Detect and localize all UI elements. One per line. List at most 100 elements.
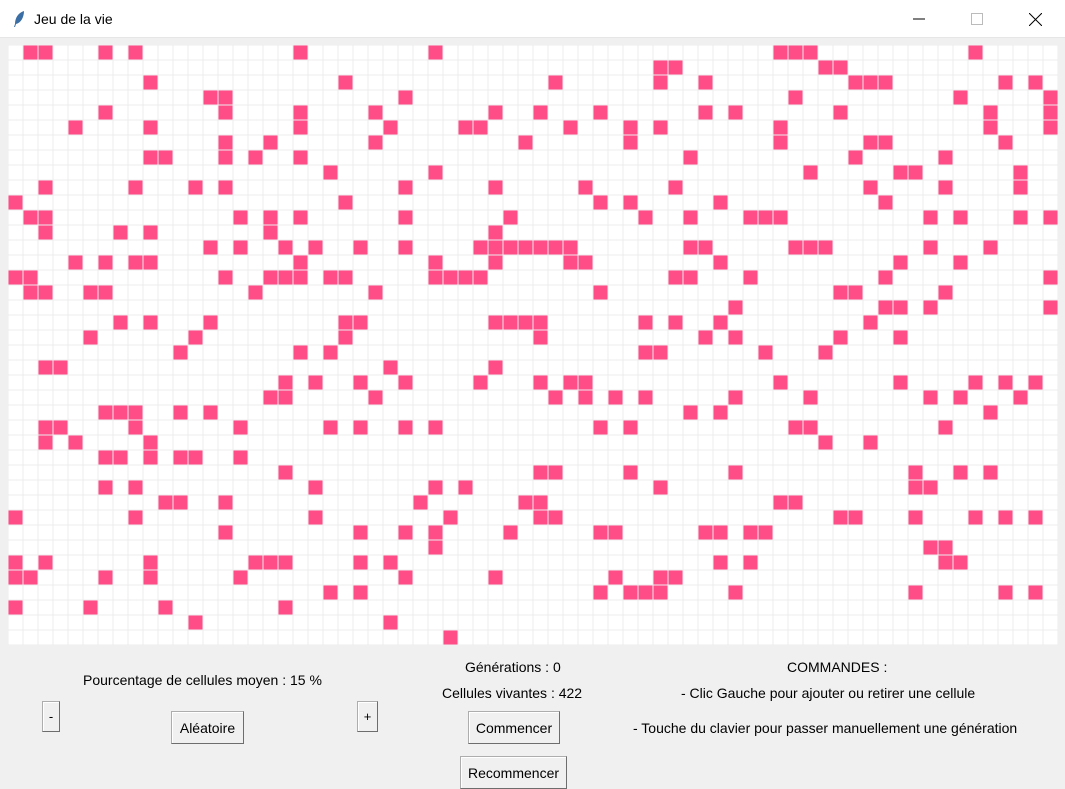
live-cell[interactable] bbox=[353, 240, 368, 255]
live-cell[interactable] bbox=[788, 90, 803, 105]
live-cell[interactable] bbox=[188, 180, 203, 195]
live-cell[interactable] bbox=[938, 540, 953, 555]
live-cell[interactable] bbox=[113, 225, 128, 240]
live-cell[interactable] bbox=[278, 240, 293, 255]
live-cell[interactable] bbox=[998, 375, 1013, 390]
live-cell[interactable] bbox=[833, 60, 848, 75]
live-cell[interactable] bbox=[728, 390, 743, 405]
live-cell[interactable] bbox=[863, 435, 878, 450]
live-cell[interactable] bbox=[728, 330, 743, 345]
live-cell[interactable] bbox=[653, 480, 668, 495]
live-cell[interactable] bbox=[143, 255, 158, 270]
live-cell[interactable] bbox=[863, 180, 878, 195]
live-cell[interactable] bbox=[143, 450, 158, 465]
live-cell[interactable] bbox=[818, 435, 833, 450]
live-cell[interactable] bbox=[593, 420, 608, 435]
live-cell[interactable] bbox=[98, 255, 113, 270]
live-cell[interactable] bbox=[143, 555, 158, 570]
live-cell[interactable] bbox=[218, 270, 233, 285]
live-cell[interactable] bbox=[953, 90, 968, 105]
live-cell[interactable] bbox=[218, 150, 233, 165]
live-cell[interactable] bbox=[113, 450, 128, 465]
live-cell[interactable] bbox=[173, 495, 188, 510]
live-cell[interactable] bbox=[758, 210, 773, 225]
live-cell[interactable] bbox=[383, 555, 398, 570]
live-cell[interactable] bbox=[68, 120, 83, 135]
live-cell[interactable] bbox=[593, 195, 608, 210]
live-cell[interactable] bbox=[443, 270, 458, 285]
live-cell[interactable] bbox=[983, 105, 998, 120]
live-cell[interactable] bbox=[518, 240, 533, 255]
live-cell[interactable] bbox=[128, 405, 143, 420]
live-cell[interactable] bbox=[908, 510, 923, 525]
live-cell[interactable] bbox=[623, 585, 638, 600]
live-cell[interactable] bbox=[1043, 120, 1058, 135]
live-cell[interactable] bbox=[683, 150, 698, 165]
live-cell[interactable] bbox=[488, 240, 503, 255]
live-cell[interactable] bbox=[128, 255, 143, 270]
live-cell[interactable] bbox=[848, 150, 863, 165]
live-cell[interactable] bbox=[353, 420, 368, 435]
live-cell[interactable] bbox=[548, 390, 563, 405]
live-cell[interactable] bbox=[503, 525, 518, 540]
live-cell[interactable] bbox=[683, 240, 698, 255]
live-cell[interactable] bbox=[323, 345, 338, 360]
live-cell[interactable] bbox=[713, 255, 728, 270]
live-cell[interactable] bbox=[23, 570, 38, 585]
live-cell[interactable] bbox=[773, 135, 788, 150]
live-cell[interactable] bbox=[233, 420, 248, 435]
live-cell[interactable] bbox=[128, 180, 143, 195]
live-cell[interactable] bbox=[398, 570, 413, 585]
live-cell[interactable] bbox=[1013, 390, 1028, 405]
live-cell[interactable] bbox=[548, 465, 563, 480]
live-cell[interactable] bbox=[578, 375, 593, 390]
live-cell[interactable] bbox=[38, 420, 53, 435]
live-cell[interactable] bbox=[983, 240, 998, 255]
live-cell[interactable] bbox=[398, 180, 413, 195]
live-cell[interactable] bbox=[983, 465, 998, 480]
live-cell[interactable] bbox=[8, 510, 23, 525]
live-cell[interactable] bbox=[293, 45, 308, 60]
live-cell[interactable] bbox=[143, 570, 158, 585]
live-cell[interactable] bbox=[413, 495, 428, 510]
live-cell[interactable] bbox=[233, 240, 248, 255]
live-cell[interactable] bbox=[323, 270, 338, 285]
live-cell[interactable] bbox=[293, 210, 308, 225]
live-cell[interactable] bbox=[98, 405, 113, 420]
live-cell[interactable] bbox=[968, 510, 983, 525]
live-cell[interactable] bbox=[383, 360, 398, 375]
live-cell[interactable] bbox=[428, 45, 443, 60]
live-cell[interactable] bbox=[938, 555, 953, 570]
live-cell[interactable] bbox=[788, 495, 803, 510]
live-cell[interactable] bbox=[698, 330, 713, 345]
live-cell[interactable] bbox=[98, 450, 113, 465]
live-cell[interactable] bbox=[38, 360, 53, 375]
live-cell[interactable] bbox=[983, 405, 998, 420]
live-cell[interactable] bbox=[323, 420, 338, 435]
live-cell[interactable] bbox=[953, 390, 968, 405]
live-cell[interactable] bbox=[308, 480, 323, 495]
live-cell[interactable] bbox=[278, 375, 293, 390]
live-cell[interactable] bbox=[743, 555, 758, 570]
maximize-button[interactable] bbox=[948, 0, 1006, 38]
live-cell[interactable] bbox=[578, 390, 593, 405]
live-cell[interactable] bbox=[473, 240, 488, 255]
live-cell[interactable] bbox=[398, 240, 413, 255]
live-cell[interactable] bbox=[218, 135, 233, 150]
live-cell[interactable] bbox=[98, 480, 113, 495]
live-cell[interactable] bbox=[488, 570, 503, 585]
live-cell[interactable] bbox=[488, 180, 503, 195]
live-cell[interactable] bbox=[428, 420, 443, 435]
live-cell[interactable] bbox=[263, 135, 278, 150]
live-cell[interactable] bbox=[278, 600, 293, 615]
random-button[interactable]: Aléatoire bbox=[171, 711, 244, 744]
live-cell[interactable] bbox=[1013, 210, 1028, 225]
live-cell[interactable] bbox=[173, 450, 188, 465]
live-cell[interactable] bbox=[128, 420, 143, 435]
live-cell[interactable] bbox=[863, 75, 878, 90]
live-cell[interactable] bbox=[938, 180, 953, 195]
live-cell[interactable] bbox=[293, 120, 308, 135]
live-cell[interactable] bbox=[938, 150, 953, 165]
live-cell[interactable] bbox=[398, 210, 413, 225]
live-cell[interactable] bbox=[428, 525, 443, 540]
